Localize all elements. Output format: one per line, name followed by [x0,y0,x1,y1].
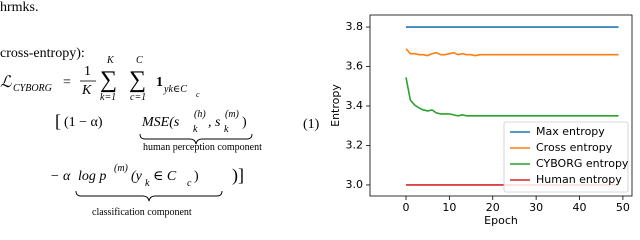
legend-label: Max entropy [536,125,605,138]
x-axis-label: Epoch [484,214,518,227]
eq-bracket: [ [55,111,61,131]
eq-sum: ∑ [129,67,147,93]
underbrace [75,190,223,202]
x-tick-label: 50 [616,201,630,214]
y-tick-label: 3.2 [346,138,364,151]
text-line: hrmks. [0,0,39,15]
page: 3.0 3.2 3.4 3.6 3.8 0 10 20 30 40 50 Epoch Entropy Ma… [0,0,633,227]
eq-term: log p [78,169,107,184]
eq-numerator: 1 [84,64,91,79]
series-line [405,77,619,117]
series-line [405,48,619,57]
eq-symbol: ℒ [0,74,12,91]
eq-limit: K [107,55,114,66]
eq-subscript: c [196,90,200,99]
x-tick-label: 10 [442,201,456,214]
eq-caption: classification component [92,207,192,218]
eq-subscript: yk∈C [164,84,187,95]
y-tick-label: 3.0 [346,178,364,191]
eq-subscript: k [193,124,198,135]
y-tick-label: 3.6 [346,60,364,73]
eq-symbol: = [63,75,71,90]
eq-sum: ∑ [100,67,118,93]
eq-superscript: (m) [114,163,128,174]
y-tick-label: 3.4 [346,99,364,112]
eq-term: − α [50,169,71,184]
eq-number: (1) [303,117,320,132]
eq-limit: C [136,55,143,66]
plot-frame [369,14,633,197]
legend-label: Human entropy [536,173,622,186]
eq-subscript: k [224,124,229,135]
x-tick-label: 20 [486,201,500,214]
eq-indicator: 1 [156,75,163,90]
eq-subscript: c [187,178,192,189]
x-tick-label: 0 [403,201,410,214]
eq-denominator: K [82,83,92,98]
chart: 3.0 3.2 3.4 3.6 3.8 0 10 20 30 40 50 Epoch Entropy Ma… [75,14,633,227]
eq-subscript: CYBORG [13,83,52,94]
eq-term: ) [242,115,247,130]
eq-subscript: k [145,178,150,189]
eq-term: MSE(s [142,115,180,130]
eq-term: (1 − α) [64,115,103,130]
eq-term: , s [208,115,221,130]
eq-term: ) [194,169,199,184]
x-tick-label: 30 [529,201,543,214]
legend-box [503,121,629,193]
legend-label: CYBORG entropy [536,157,629,170]
x-tick-label: 40 [573,201,587,214]
y-axis-label: Entropy [329,84,342,127]
underbrace [139,133,253,145]
text-line: cross-entropy): [0,46,85,61]
legend-label: Cross entropy [536,141,613,154]
eq-superscript: (h) [194,109,206,120]
eq-bracket: )] [232,165,244,185]
eq-limit: k=1 [100,92,117,103]
eq-limit: c=1 [130,92,147,103]
y-tick-label: 3.8 [346,20,364,33]
eq-caption: human perception component [143,142,262,153]
eq-term: (y [131,169,142,184]
eq-term: ∈ C [153,169,177,184]
eq-superscript: (m) [225,109,239,120]
